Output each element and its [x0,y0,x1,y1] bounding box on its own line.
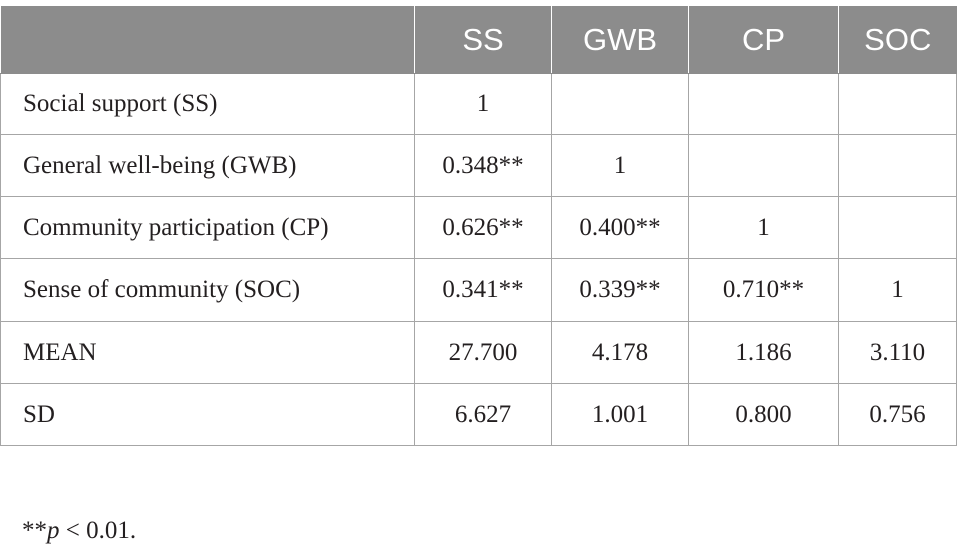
table-cell: 4.178 [551,321,689,384]
table-cell: 0.341** [414,258,552,322]
header-empty [0,6,415,74]
row-label: Sense of community (SOC) [0,258,415,322]
table-cell [688,134,839,197]
table-cell [551,73,689,135]
table-cell: 1 [414,73,552,135]
table-row: Sense of community (SOC) 0.341** 0.339**… [0,258,957,322]
table-cell [838,73,957,135]
table-cell: 27.700 [414,321,552,384]
table-cell: 1.001 [551,383,689,446]
table-row: Social support (SS) 1 [0,73,957,135]
table-row: General well-being (GWB) 0.348** 1 [0,134,957,197]
table-cell: 6.627 [414,383,552,446]
correlation-table: SS GWB CP SOC Social support (SS) 1 Gene… [0,6,957,446]
table-cell: 1 [838,258,957,322]
footnote-prefix: ** [22,517,47,544]
header-row: SS GWB CP SOC [0,6,957,74]
footnote-suffix: < 0.01. [59,517,137,544]
row-label: MEAN [0,321,415,384]
header-gwb: GWB [551,6,689,74]
table-cell: 1 [551,134,689,197]
header-soc: SOC [838,6,957,74]
table-cell: 0.626** [414,196,552,259]
row-label: SD [0,383,415,446]
row-label: Social support (SS) [0,73,415,135]
table-cell: 1.186 [688,321,839,384]
table-cell: 1 [688,196,839,259]
table-cell [838,134,957,197]
header-cp: CP [688,6,839,74]
table-cell: 0.800 [688,383,839,446]
footnote-p-symbol: p [47,517,60,544]
table-cell: 0.339** [551,258,689,322]
header-ss: SS [414,6,552,74]
table-cell [838,196,957,259]
table-footnote: **p < 0.01. [22,517,136,545]
row-label: Community participation (CP) [0,196,415,259]
table-row: Community participation (CP) 0.626** 0.4… [0,196,957,259]
table-cell: 0.710** [688,258,839,322]
table-cell [688,73,839,135]
table-cell: 0.400** [551,196,689,259]
table-cell: 0.756 [838,383,957,446]
table-cell: 3.110 [838,321,957,384]
table-row: MEAN 27.700 4.178 1.186 3.110 [0,321,957,384]
table-row: SD 6.627 1.001 0.800 0.756 [0,383,957,446]
table-cell: 0.348** [414,134,552,197]
row-label: General well-being (GWB) [0,134,415,197]
